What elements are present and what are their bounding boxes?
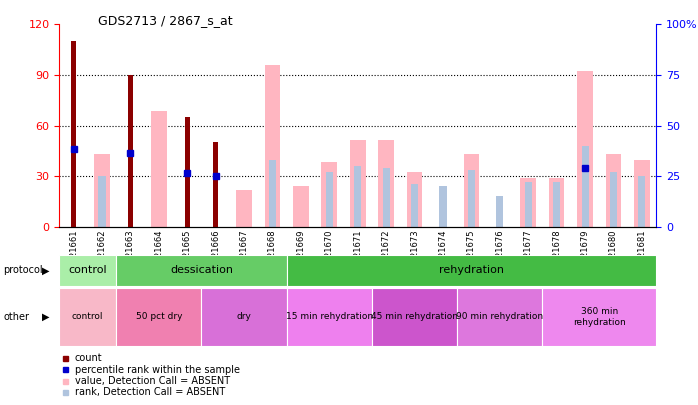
Text: ▶: ▶ [42, 312, 50, 322]
Text: protocol: protocol [3, 265, 43, 275]
Bar [185, 117, 190, 227]
Text: percentile rank within the sample: percentile rank within the sample [75, 365, 239, 375]
Bar [407, 172, 422, 227]
Text: rank, Detection Call = ABSENT: rank, Detection Call = ABSENT [75, 388, 225, 397]
Bar [202, 288, 287, 346]
Bar [287, 255, 656, 286]
Bar [350, 140, 366, 227]
Bar [468, 170, 475, 227]
Bar [542, 288, 656, 346]
Bar [496, 196, 503, 227]
Text: 90 min rehydration: 90 min rehydration [456, 312, 543, 322]
Bar [71, 41, 76, 227]
Bar [383, 168, 389, 227]
Bar [94, 154, 110, 227]
Bar [98, 176, 105, 227]
Bar [269, 160, 276, 227]
Bar [128, 75, 133, 227]
Bar [287, 288, 372, 346]
Bar [411, 184, 418, 227]
Bar [634, 160, 650, 227]
Text: control: control [72, 312, 103, 322]
Text: 50 pct dry: 50 pct dry [135, 312, 182, 322]
Bar [372, 288, 457, 346]
Bar [265, 65, 281, 227]
Text: dessication: dessication [170, 265, 233, 275]
Bar [440, 186, 447, 227]
Bar [59, 288, 116, 346]
Bar [213, 143, 218, 227]
Bar [525, 182, 532, 227]
Text: control: control [68, 265, 107, 275]
Text: dry: dry [237, 312, 251, 322]
Bar [549, 178, 565, 227]
Bar [577, 71, 593, 227]
Text: GDS2713 / 2867_s_at: GDS2713 / 2867_s_at [98, 14, 232, 27]
Bar [151, 111, 167, 227]
Bar [59, 255, 116, 286]
Bar [322, 162, 337, 227]
Bar [610, 172, 617, 227]
Bar [639, 176, 646, 227]
Bar [293, 186, 309, 227]
Bar [378, 140, 394, 227]
Text: 45 min rehydration: 45 min rehydration [371, 312, 458, 322]
Text: 15 min rehydration: 15 min rehydration [285, 312, 373, 322]
Text: value, Detection Call = ABSENT: value, Detection Call = ABSENT [75, 376, 230, 386]
Bar [581, 146, 588, 227]
Bar [116, 255, 287, 286]
Bar [553, 182, 560, 227]
Bar [116, 288, 202, 346]
Bar [463, 154, 480, 227]
Bar [606, 154, 621, 227]
Text: other: other [3, 312, 29, 322]
Bar [457, 288, 542, 346]
Bar [354, 166, 362, 227]
Text: ▶: ▶ [42, 265, 50, 275]
Bar [521, 178, 536, 227]
Text: rehydration: rehydration [439, 265, 504, 275]
Text: 360 min
rehydration: 360 min rehydration [573, 307, 625, 326]
Text: count: count [75, 354, 103, 363]
Bar [236, 190, 252, 227]
Bar [326, 172, 333, 227]
